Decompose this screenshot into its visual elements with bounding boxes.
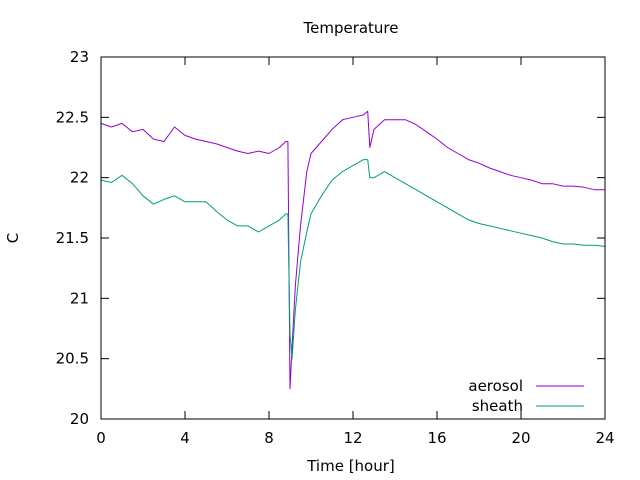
y-tick-label: 22 (70, 169, 89, 187)
series-layer (100, 110, 606, 390)
y-tick-label: 20 (70, 410, 89, 428)
series-line-aerosol (100, 110, 605, 390)
y-tick-label: 22.5 (56, 108, 89, 126)
plot-frame (100, 56, 606, 420)
x-tick-label: 8 (264, 429, 274, 447)
legend: aerosol sheath (468, 377, 584, 415)
x-tick-label: 24 (595, 429, 614, 447)
x-tick-label: 16 (427, 429, 446, 447)
y-axis-label: C (4, 233, 22, 243)
y-tick-label: 21.5 (56, 229, 89, 247)
x-tick-label: 20 (511, 429, 530, 447)
axis-ticks: 0 4 8 12 16 20 24 20 20.5 21 21.5 22 22.5 23 (56, 48, 615, 447)
y-tick-label: 20.5 (56, 350, 89, 368)
x-tick-label: 4 (180, 429, 190, 447)
series-line-sheath (100, 159, 606, 360)
x-axis-label: Time [hour] (306, 457, 395, 475)
legend-label-aerosol: aerosol (468, 377, 523, 395)
x-tick-label: 12 (343, 429, 362, 447)
chart-title: Temperature (302, 19, 398, 37)
y-tick-label: 23 (70, 48, 89, 66)
legend-label-sheath: sheath (472, 397, 523, 415)
x-tick-label: 0 (96, 429, 106, 447)
y-tick-label: 21 (70, 289, 89, 307)
